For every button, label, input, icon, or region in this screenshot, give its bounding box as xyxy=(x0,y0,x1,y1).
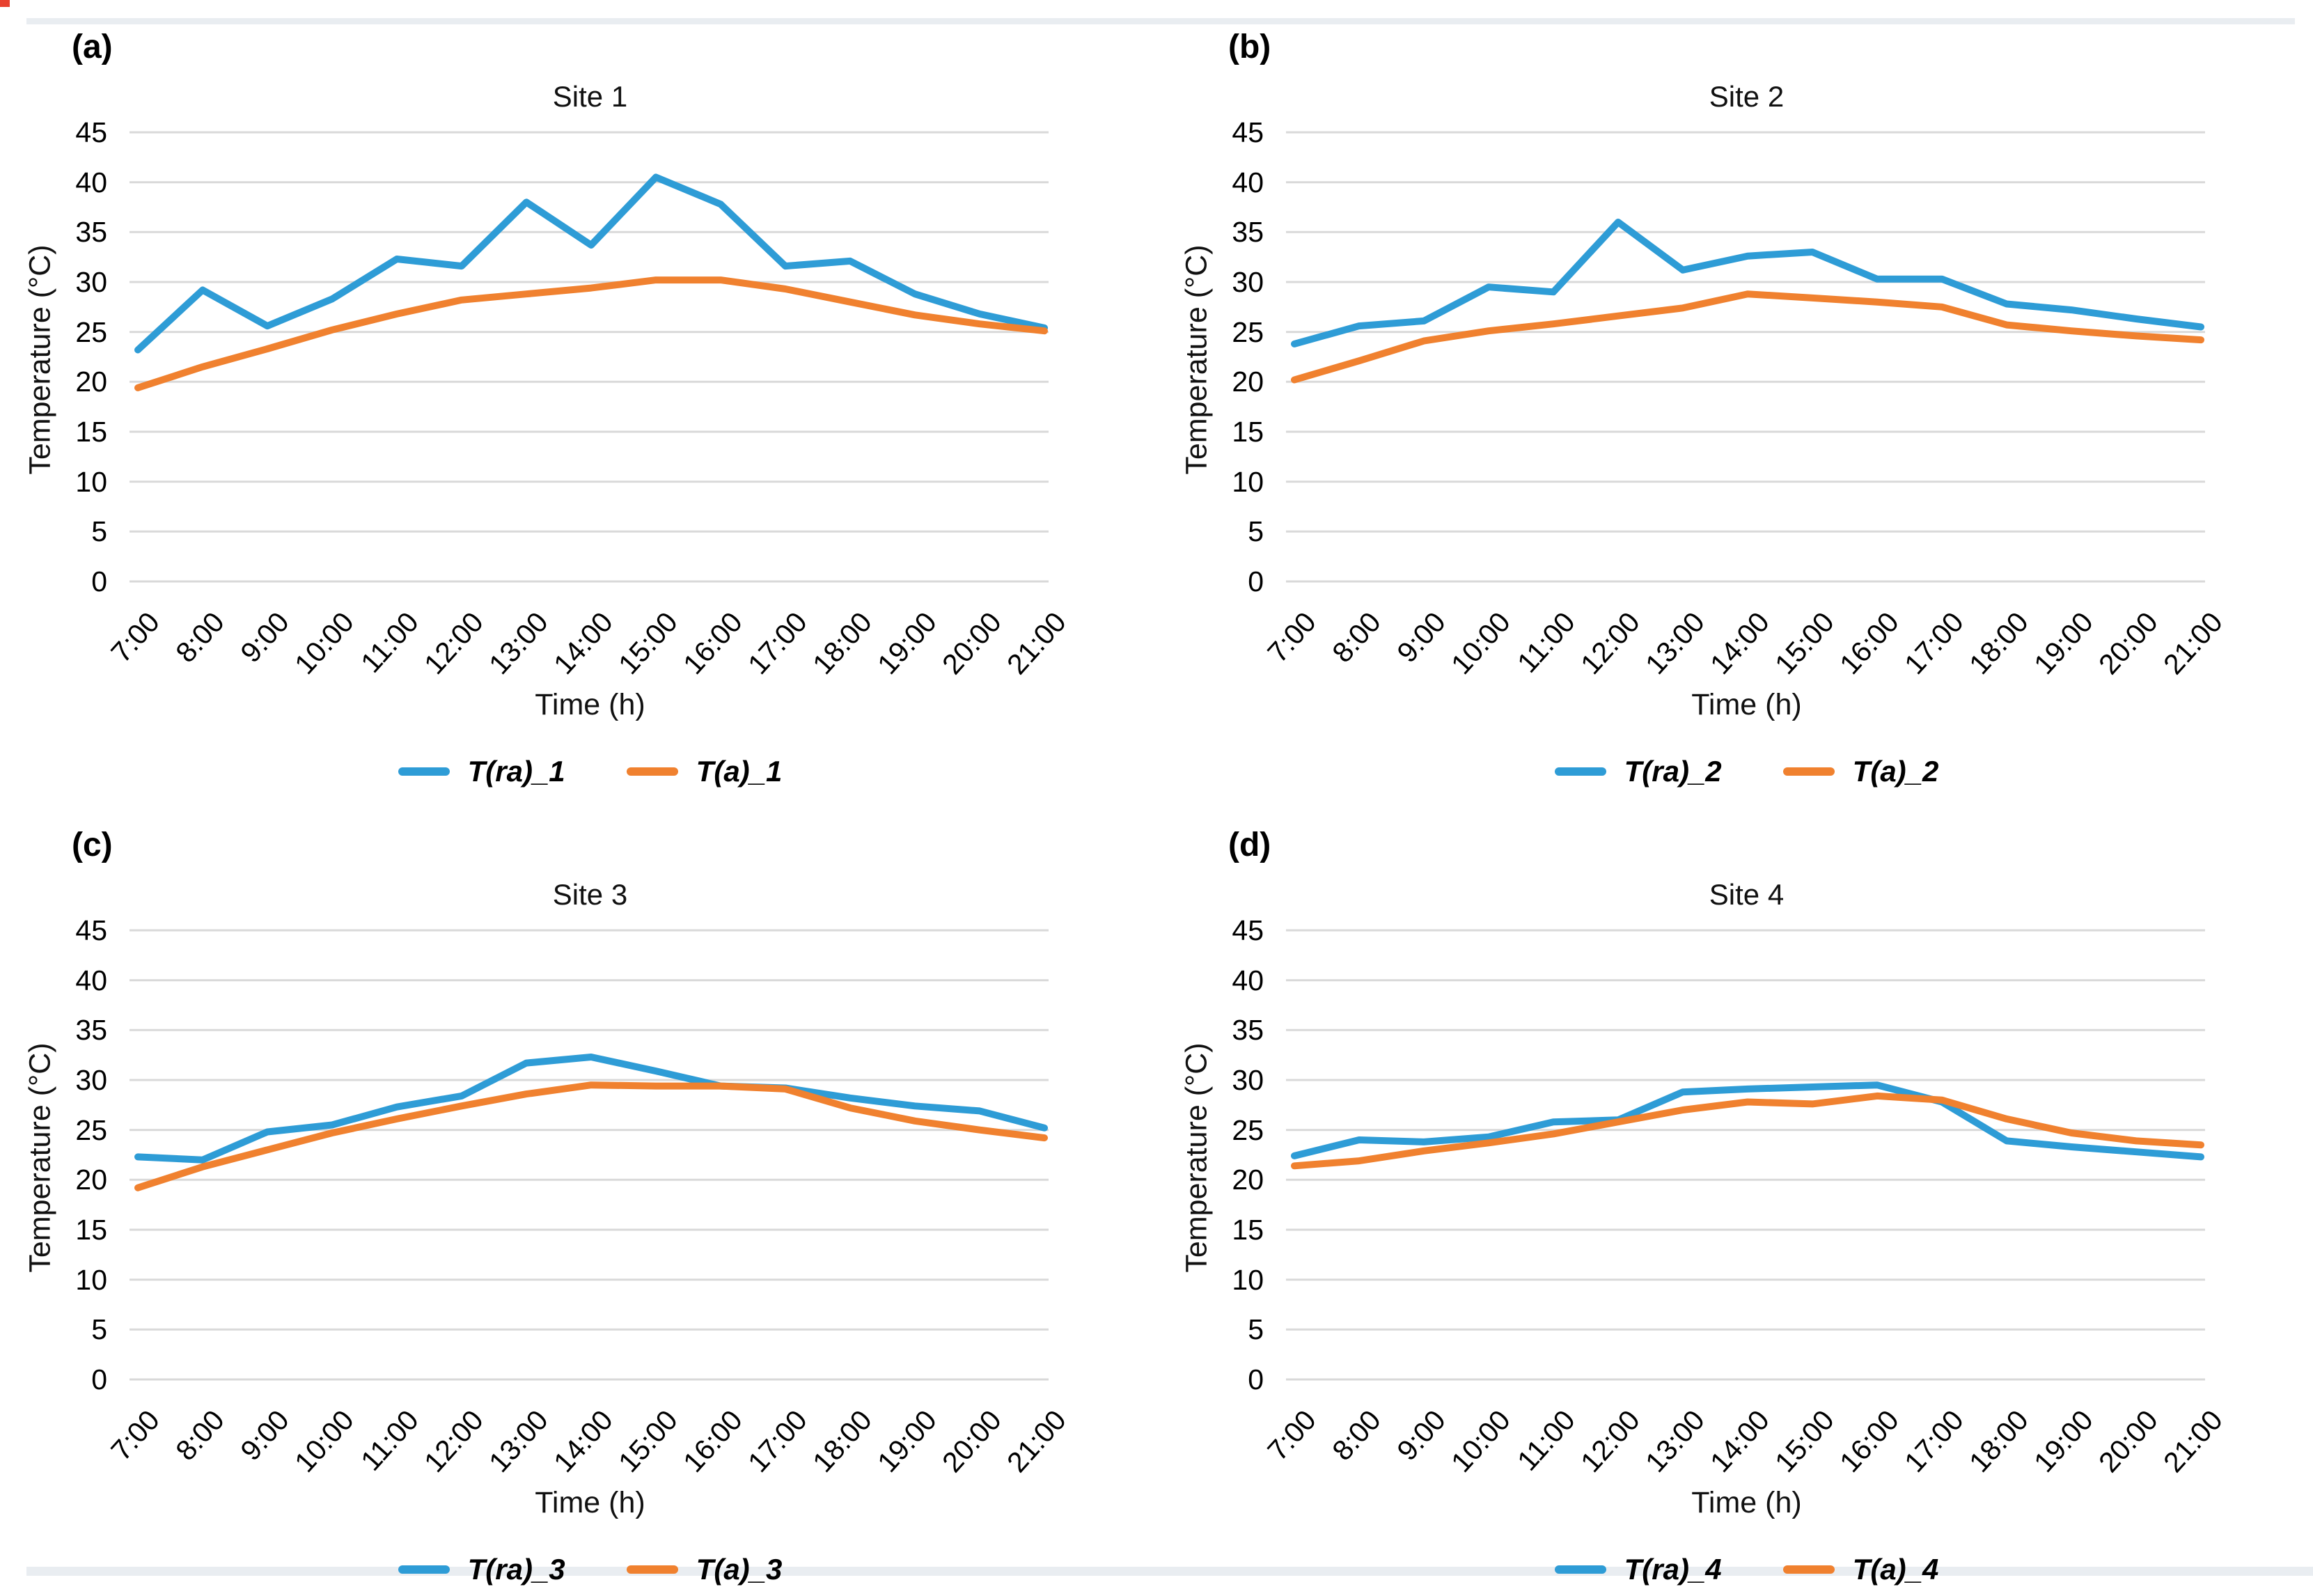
y-tick-label: 5 xyxy=(91,1313,107,1346)
legend-label: T(ra)_2 xyxy=(1624,755,1722,788)
chart-title: Site 4 xyxy=(1709,878,1785,911)
series-line-T(ra)_2 xyxy=(1291,219,2204,347)
y-axis-label: Temperature (°C) xyxy=(1179,1042,1214,1273)
chart-canvas-site-4 xyxy=(1286,929,2205,1381)
y-tick-label: 5 xyxy=(91,515,107,548)
chart-panel-site-3: (c) Site 3 Temperature (°C) 45 40 35 30 25 20… xyxy=(0,798,1156,1596)
series-line-T(ra)_4 xyxy=(1291,1081,2204,1161)
y-tick-label: 10 xyxy=(75,1263,107,1296)
legend-label: T(a)_3 xyxy=(696,1553,783,1586)
y-tick-label: 25 xyxy=(1232,315,1264,348)
y-tick-label: 35 xyxy=(1232,1014,1264,1047)
y-tick-label: 0 xyxy=(1248,1363,1264,1395)
legend-label: T(a)_1 xyxy=(696,755,783,788)
legend-line-blue-icon xyxy=(398,1565,450,1574)
panel-letter: (a) xyxy=(72,29,113,65)
y-tick-label: 25 xyxy=(75,315,107,348)
y-tick-label: 40 xyxy=(1232,166,1264,198)
y-tick-label: 40 xyxy=(1232,964,1264,996)
legend-line-orange-icon xyxy=(626,1565,678,1574)
bottom-page-strip xyxy=(26,1567,2313,1576)
y-tick-label: 20 xyxy=(75,366,107,398)
legend-line-blue-icon xyxy=(398,767,450,776)
y-tick-label: 40 xyxy=(75,166,107,198)
series-line-T(a)_3 xyxy=(134,1081,1048,1191)
y-tick-label: 45 xyxy=(1232,914,1264,946)
chart-canvas-site-1 xyxy=(130,131,1049,583)
legend-label: T(a)_2 xyxy=(1852,755,1939,788)
legend: T(ra)_1 T(a)_1 xyxy=(136,751,1044,792)
red-corner-mark xyxy=(0,0,10,7)
y-tick-label: 30 xyxy=(1232,1064,1264,1096)
y-tick-label: 5 xyxy=(1248,1313,1264,1346)
y-tick-label: 25 xyxy=(75,1113,107,1146)
y-tick-label: 30 xyxy=(1232,266,1264,298)
chart-title: Site 3 xyxy=(552,878,628,911)
x-axis-label: Time (h) xyxy=(1691,1486,1802,1519)
legend-label: T(ra)_4 xyxy=(1624,1553,1722,1586)
y-tick-label: 20 xyxy=(1232,366,1264,398)
y-tick-label: 10 xyxy=(1232,465,1264,498)
y-tick-label: 35 xyxy=(1232,216,1264,249)
y-tick-label: 10 xyxy=(75,465,107,498)
legend-line-blue-icon xyxy=(1554,1565,1606,1574)
y-tick-label: 45 xyxy=(1232,116,1264,148)
legend: T(ra)_4 T(a)_4 xyxy=(1292,1549,2201,1590)
legend-line-orange-icon xyxy=(626,767,678,776)
chart-canvas-site-2 xyxy=(1286,131,2205,583)
panel-letter: (d) xyxy=(1228,827,1271,863)
y-tick-label: 15 xyxy=(1232,1214,1264,1246)
chart-panel-site-4: (d) Site 4 Temperature (°C) 45 40 35 30 25 20… xyxy=(1156,798,2313,1596)
legend-line-orange-icon xyxy=(1782,767,1835,776)
chart-canvas-site-3 xyxy=(130,929,1049,1381)
y-tick-label: 15 xyxy=(1232,416,1264,448)
legend: T(ra)_2 T(a)_2 xyxy=(1292,751,2201,792)
y-tick-label: 30 xyxy=(75,266,107,298)
y-tick-label: 45 xyxy=(75,914,107,946)
y-axis-label: Temperature (°C) xyxy=(1179,244,1214,475)
series-line-T(a)_4 xyxy=(1291,1092,2204,1170)
panel-letter: (b) xyxy=(1228,29,1271,65)
y-tick-label: 45 xyxy=(75,116,107,148)
legend-line-orange-icon xyxy=(1782,1565,1835,1574)
y-tick-label: 40 xyxy=(75,964,107,996)
y-tick-label: 0 xyxy=(91,1363,107,1395)
x-axis-label: Time (h) xyxy=(1691,688,1802,721)
y-tick-label: 15 xyxy=(75,1214,107,1246)
y-tick-label: 5 xyxy=(1248,515,1264,548)
x-axis-label: Time (h) xyxy=(535,1486,645,1519)
top-page-strip xyxy=(26,18,2295,24)
chart-title: Site 1 xyxy=(552,80,628,113)
y-tick-label: 15 xyxy=(75,416,107,448)
legend-line-blue-icon xyxy=(1554,767,1606,776)
panel-letter: (c) xyxy=(72,827,113,863)
chart-title: Site 2 xyxy=(1709,80,1785,113)
y-tick-label: 20 xyxy=(1232,1164,1264,1196)
y-tick-label: 0 xyxy=(1248,565,1264,597)
legend-label: T(a)_4 xyxy=(1852,1553,1939,1586)
chart-panel-site-1: (a) Site 1 Temperature (°C) 45 40 35 30 25 20… xyxy=(0,0,1156,798)
y-tick-label: 20 xyxy=(75,1164,107,1196)
y-tick-label: 35 xyxy=(75,1014,107,1047)
x-axis-label: Time (h) xyxy=(535,688,645,721)
series-line-T(a)_2 xyxy=(1291,290,2204,384)
y-tick-label: 35 xyxy=(75,216,107,249)
y-tick-label: 0 xyxy=(91,565,107,597)
series-line-T(a)_1 xyxy=(134,276,1048,391)
legend-label: T(ra)_3 xyxy=(467,1553,565,1586)
chart-panel-site-2: (b) Site 2 Temperature (°C) 45 40 35 30 25 20… xyxy=(1156,0,2313,798)
y-tick-label: 30 xyxy=(75,1064,107,1096)
y-tick-label: 10 xyxy=(1232,1263,1264,1296)
series-line-T(ra)_3 xyxy=(134,1054,1048,1164)
y-axis-label: Temperature (°C) xyxy=(23,1042,57,1273)
y-tick-label: 25 xyxy=(1232,1113,1264,1146)
y-axis-label: Temperature (°C) xyxy=(23,244,57,475)
series-line-T(ra)_1 xyxy=(134,173,1048,354)
legend: T(ra)_3 T(a)_3 xyxy=(136,1549,1044,1590)
legend-label: T(ra)_1 xyxy=(467,755,565,788)
